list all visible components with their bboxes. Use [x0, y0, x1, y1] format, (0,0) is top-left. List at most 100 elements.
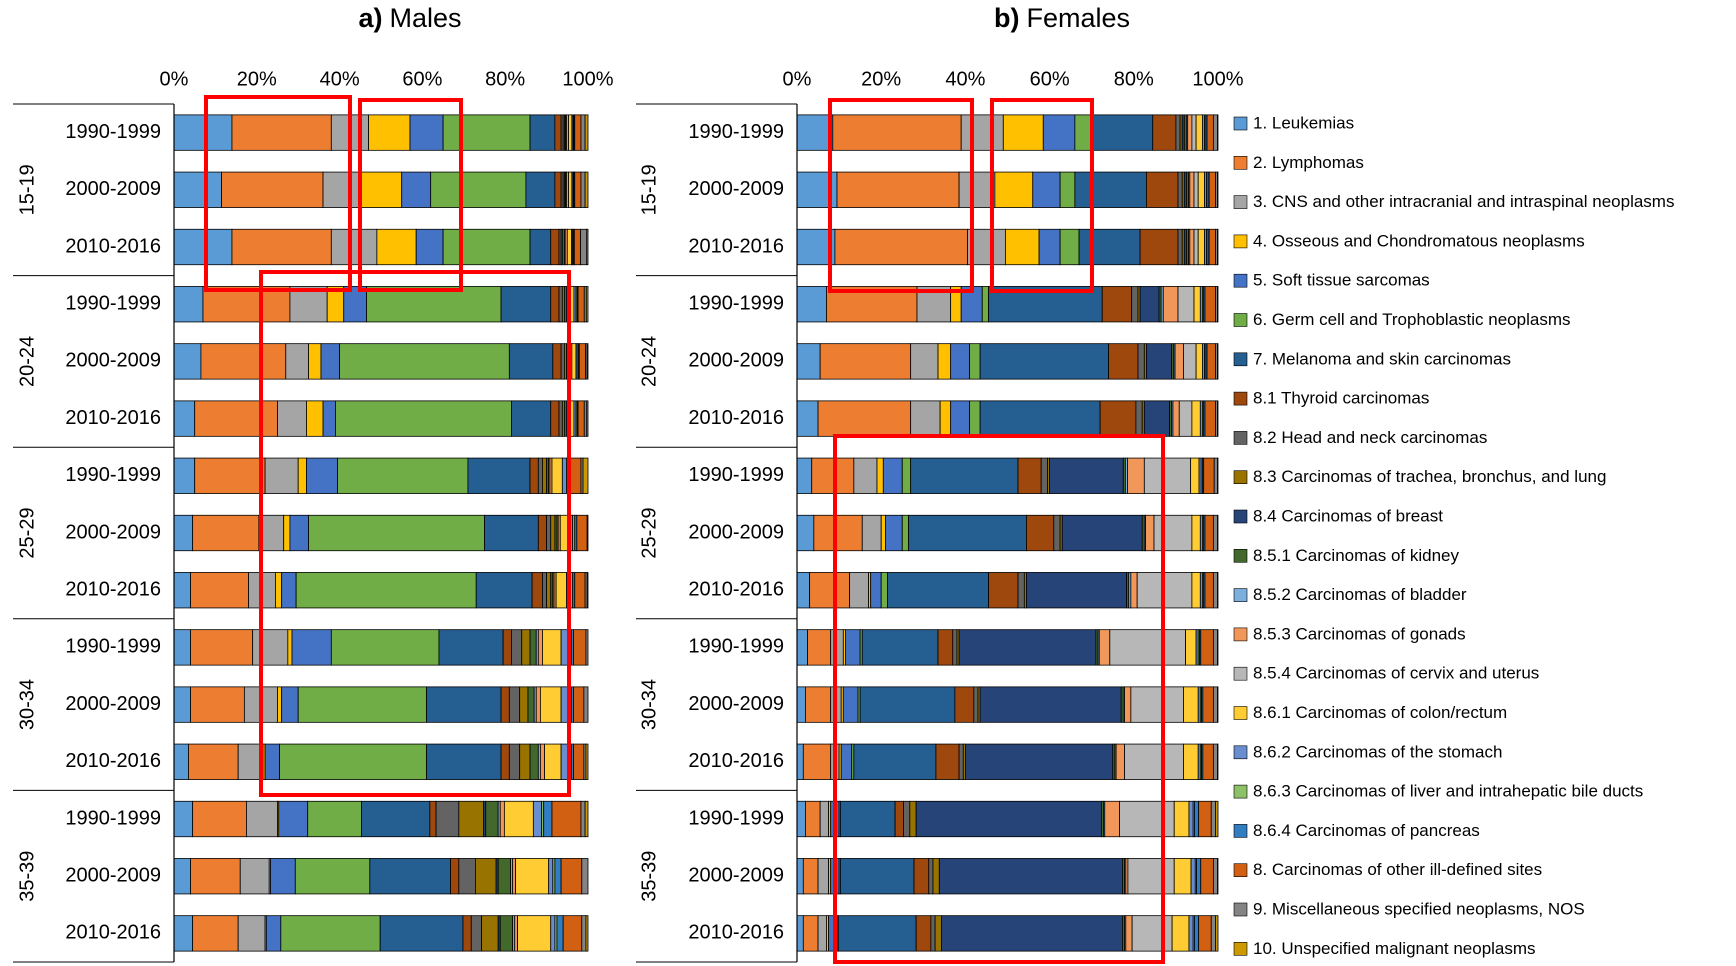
legend-label: 8.6.2 Carcinomas of the stomach: [1253, 742, 1502, 761]
bar-segment: [585, 743, 589, 780]
bar-segment: [426, 686, 502, 723]
bar-segment: [188, 743, 239, 780]
bar-segment: [435, 800, 460, 838]
bar-segment: [913, 858, 930, 895]
bar-segment: [932, 858, 940, 895]
bar-segment: [514, 915, 519, 952]
bar-segment: [173, 514, 194, 552]
bar-segment: [1183, 343, 1197, 380]
bar-segment: [887, 572, 989, 609]
bar-segment: [173, 171, 223, 208]
row-label: 1990-1999: [65, 636, 161, 658]
legend-swatch: [1233, 666, 1248, 681]
bar-segment: [512, 858, 516, 895]
bar-segment: [796, 514, 815, 552]
bar-segment: [578, 343, 586, 380]
legend-label: 8.4 Carcinomas of breast: [1253, 506, 1443, 525]
bar-segment: [941, 915, 1123, 952]
bar-segment: [1215, 800, 1219, 838]
bar-segment: [1099, 400, 1137, 437]
bar-segment: [819, 800, 829, 838]
bar-segment: [231, 114, 332, 151]
bar-segment: [366, 286, 502, 323]
bar-segment: [1212, 514, 1218, 552]
bar-segment: [339, 343, 510, 380]
bar-segment: [817, 400, 912, 437]
bar-segment: [294, 858, 371, 895]
bar-segment: [805, 686, 832, 723]
bar-segment: [1191, 514, 1201, 552]
row-label: 1990-1999: [65, 807, 161, 829]
bar-segment: [836, 171, 960, 208]
bar-segment: [950, 343, 971, 380]
bar-segment: [958, 743, 964, 780]
highlight-box: [990, 98, 1094, 293]
bar-segment: [550, 228, 560, 266]
legend-swatch: [1233, 391, 1248, 406]
bar-segment: [573, 686, 585, 723]
bar-segment: [837, 915, 917, 952]
bar-segment: [1074, 114, 1093, 151]
legend-label: 6. Germ cell and Trophoblastic neoplasms: [1253, 310, 1571, 329]
bar-segment: [994, 171, 1034, 208]
bar-segment: [376, 228, 417, 266]
legend-swatch: [1233, 431, 1248, 445]
bar-segment: [965, 743, 1114, 780]
bar-segment: [500, 686, 510, 723]
bar-segment: [190, 572, 249, 609]
row-label: 1990-1999: [688, 292, 784, 314]
bar-segment: [525, 171, 556, 208]
bar-segment: [1098, 629, 1111, 666]
bar-segment: [576, 514, 588, 552]
bar-segment: [239, 858, 270, 895]
row-label: 2000-2009: [65, 864, 161, 886]
bar-segment: [870, 572, 882, 609]
bar-segment: [474, 858, 497, 895]
bar-segment: [581, 915, 587, 952]
bar-segment: [551, 800, 582, 838]
legend-swatch: [1233, 116, 1248, 131]
bar-segment: [529, 114, 556, 151]
bar-segment: [265, 915, 282, 952]
bar-segment: [1171, 915, 1190, 952]
bar-segment: [531, 572, 543, 609]
bar-segment: [1173, 858, 1192, 895]
bar-segment: [555, 572, 567, 609]
legend-label: 4. Osseous and Chondromatous neoplasms: [1253, 231, 1585, 250]
x-tick-label: 0%: [783, 68, 812, 90]
bar-segment: [519, 743, 531, 780]
bar-segment: [1026, 572, 1128, 609]
bar-segment: [458, 858, 476, 895]
bar-segment: [1210, 915, 1216, 952]
bar-segment: [368, 114, 411, 151]
bar-segment: [876, 457, 884, 494]
bar-segment: [796, 629, 808, 666]
x-tick-label: 80%: [1114, 68, 1154, 90]
bar-segment: [173, 572, 191, 609]
legend-label: 7. Melanoma and skin carcinomas: [1253, 349, 1511, 368]
bar-segment: [584, 114, 589, 151]
bar-segment: [258, 514, 285, 552]
legend-label: 8.1 Thyroid carcinomas: [1253, 389, 1429, 408]
row-label: 2010-2016: [65, 578, 161, 600]
bar-segment: [264, 457, 299, 494]
bar-segment: [192, 915, 239, 952]
bar-segment: [586, 228, 589, 266]
bar-segment: [237, 743, 264, 780]
bar-segment: [442, 228, 531, 266]
bar-segment: [1177, 171, 1183, 208]
bar-segment: [1061, 514, 1143, 552]
bar-segment: [379, 915, 464, 952]
bar-segment: [289, 514, 309, 552]
highlight-box: [259, 270, 571, 797]
x-tick-label: 40%: [320, 68, 360, 90]
bar-segment: [1042, 114, 1076, 151]
bar-segment: [173, 457, 196, 494]
bar-segment: [802, 858, 819, 895]
bar-segment: [796, 572, 811, 609]
bar-segment: [517, 915, 552, 952]
bar-segment: [1202, 743, 1214, 780]
row-label: 2000-2009: [65, 693, 161, 715]
bar-segment: [561, 457, 567, 494]
highlight-box: [833, 434, 1165, 964]
